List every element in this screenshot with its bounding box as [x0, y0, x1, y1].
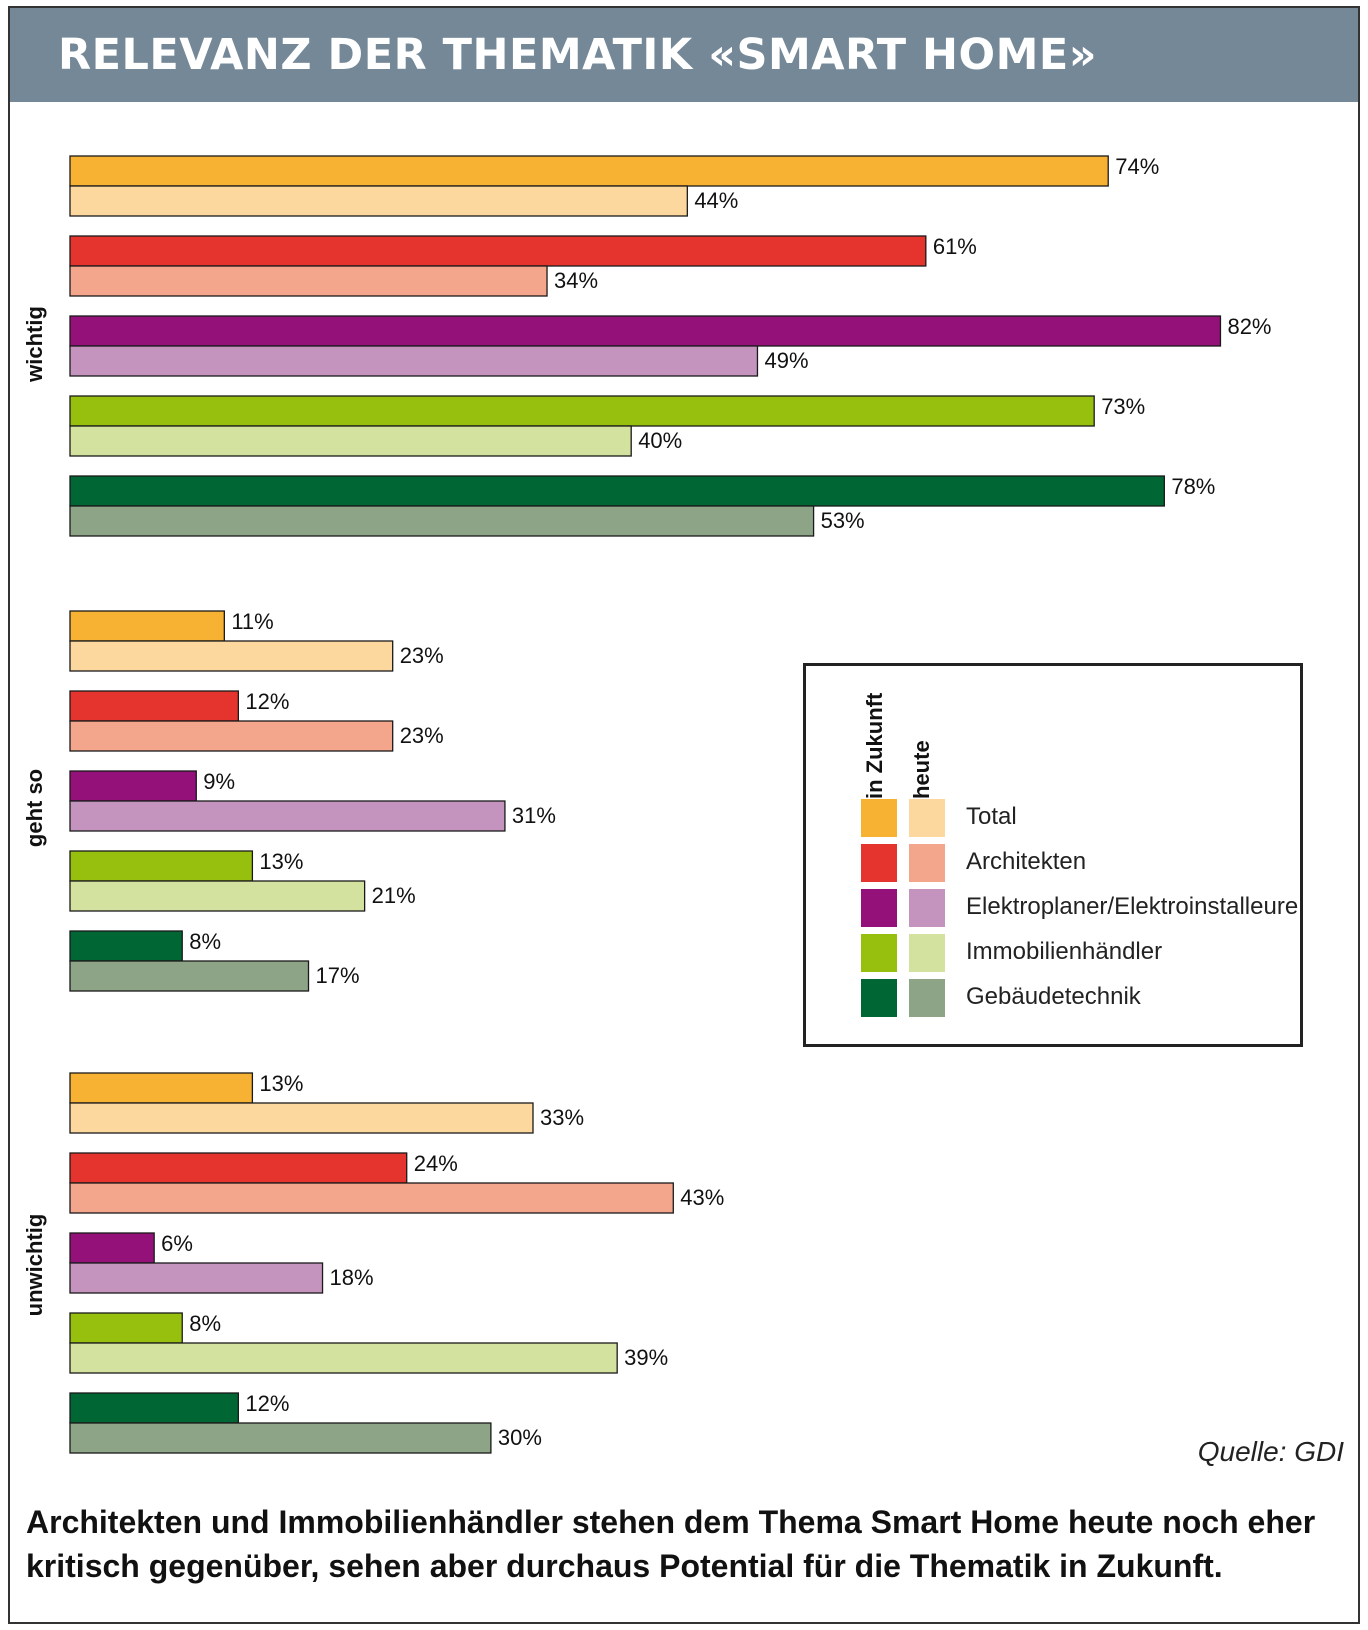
legend-column-today: heute — [909, 740, 934, 799]
legend-label: Elektroplaner/Elektroinstalleure — [966, 893, 1299, 920]
group-label-0: wichtig — [22, 306, 47, 383]
bar-label-0-3-zukunft: 73% — [1101, 394, 1145, 419]
bar-0-0-zukunft — [69, 155, 1109, 187]
bar-label-2-1-zukunft: 24% — [414, 1151, 458, 1176]
bar-0-1-heute — [69, 265, 548, 297]
bar-2-0-zukunft — [69, 1072, 254, 1104]
caption: Architekten und Immobilienhändler stehen… — [26, 1504, 1316, 1584]
bar-1-2-zukunft — [69, 770, 197, 802]
bar-0-0-heute — [69, 185, 688, 217]
header-banner: RELEVANZ DER THEMATIK «SMART HOME» — [10, 8, 1358, 102]
bar-label-1-2-zukunft: 9% — [203, 769, 235, 794]
bar-2-1-heute — [69, 1182, 674, 1214]
bar-1-3-heute — [69, 880, 366, 912]
bar-label-2-2-zukunft: 6% — [161, 1231, 193, 1256]
bar-label-1-0-zukunft: 11% — [231, 609, 273, 634]
legend-swatch-future — [861, 979, 897, 1017]
legend-swatch-future — [861, 934, 897, 972]
bar-0-2-zukunft — [69, 315, 1222, 347]
legend-label: Immobilienhändler — [966, 938, 1163, 965]
bar-2-1-zukunft — [69, 1152, 408, 1184]
bar-0-4-heute — [69, 505, 815, 537]
legend-swatch-today — [909, 934, 945, 972]
legend: in Zukunft heute Total Architekten Elektro… — [803, 663, 1303, 1047]
bar-2-4-zukunft — [69, 1392, 240, 1424]
group-label-2: unwichtig — [22, 1214, 47, 1317]
bar-label-2-0-heute: 33% — [540, 1105, 584, 1130]
bar-1-1-heute — [69, 720, 394, 752]
bar-0-4-zukunft — [69, 475, 1165, 507]
bar-label-1-3-heute: 21% — [372, 883, 416, 908]
bar-label-0-4-heute: 53% — [821, 508, 865, 533]
bar-label-2-1-heute: 43% — [680, 1185, 724, 1210]
bar-0-1-zukunft — [69, 235, 927, 267]
bar-label-1-1-heute: 23% — [400, 723, 444, 748]
legend-swatch-today — [909, 889, 945, 927]
bar-label-2-2-heute: 18% — [330, 1265, 374, 1290]
source-note: Quelle: GDI — [1197, 1436, 1344, 1467]
bar-1-2-heute — [69, 800, 506, 832]
bar-1-3-zukunft — [69, 850, 254, 882]
bar-label-0-3-heute: 40% — [638, 428, 682, 453]
bar-label-2-3-zukunft: 8% — [189, 1311, 221, 1336]
bar-label-2-3-heute: 39% — [624, 1345, 668, 1370]
legend-label: Total — [966, 803, 1017, 830]
bar-2-3-heute — [69, 1342, 618, 1374]
bar-label-2-0-zukunft: 13% — [259, 1071, 303, 1096]
group-label-1: geht so — [22, 769, 47, 847]
legend-swatch-future — [861, 889, 897, 927]
bar-0-3-heute — [69, 425, 632, 457]
legend-swatch-future — [861, 799, 897, 837]
legend-label: Architekten — [966, 848, 1087, 875]
bar-1-0-zukunft — [69, 610, 225, 642]
legend-swatch-today — [909, 799, 945, 837]
bar-0-2-heute — [69, 345, 759, 377]
bar-0-3-zukunft — [69, 395, 1095, 427]
bar-label-0-0-heute: 44% — [694, 188, 738, 213]
bar-label-0-2-heute: 49% — [764, 348, 808, 373]
bar-label-0-2-zukunft: 82% — [1227, 314, 1271, 339]
bar-1-4-zukunft — [69, 930, 183, 962]
chart-title: RELEVANZ DER THEMATIK «SMART HOME» — [58, 30, 1098, 80]
bar-label-1-4-zukunft: 8% — [189, 929, 221, 954]
bar-1-0-heute — [69, 640, 394, 672]
legend-swatch-today — [909, 844, 945, 882]
bar-2-4-heute — [69, 1422, 492, 1454]
bar-1-1-zukunft — [69, 690, 240, 722]
bar-label-0-1-heute: 34% — [554, 268, 598, 293]
legend-label: Gebäudetechnik — [966, 983, 1141, 1010]
bar-label-2-4-zukunft: 12% — [245, 1391, 289, 1416]
legend-column-future: in Zukunft — [862, 692, 887, 799]
bar-label-1-0-heute: 23% — [400, 643, 444, 668]
bar-label-2-4-heute: 30% — [498, 1425, 542, 1450]
bar-label-0-1-zukunft: 61% — [933, 234, 977, 259]
bar-label-1-3-zukunft: 13% — [259, 849, 303, 874]
bar-label-0-4-zukunft: 78% — [1171, 474, 1215, 499]
bar-label-1-2-heute: 31% — [512, 803, 556, 828]
bar-label-1-4-heute: 17% — [316, 963, 360, 988]
bar-2-3-zukunft — [69, 1312, 183, 1344]
bar-2-2-zukunft — [69, 1232, 155, 1264]
bar-1-4-heute — [69, 960, 310, 992]
bar-label-1-1-zukunft: 12% — [245, 689, 289, 714]
bar-2-2-heute — [69, 1262, 324, 1294]
legend-swatch-today — [909, 979, 945, 1017]
bar-2-0-heute — [69, 1102, 534, 1134]
bar-label-0-0-zukunft: 74% — [1115, 154, 1159, 179]
legend-swatch-future — [861, 844, 897, 882]
